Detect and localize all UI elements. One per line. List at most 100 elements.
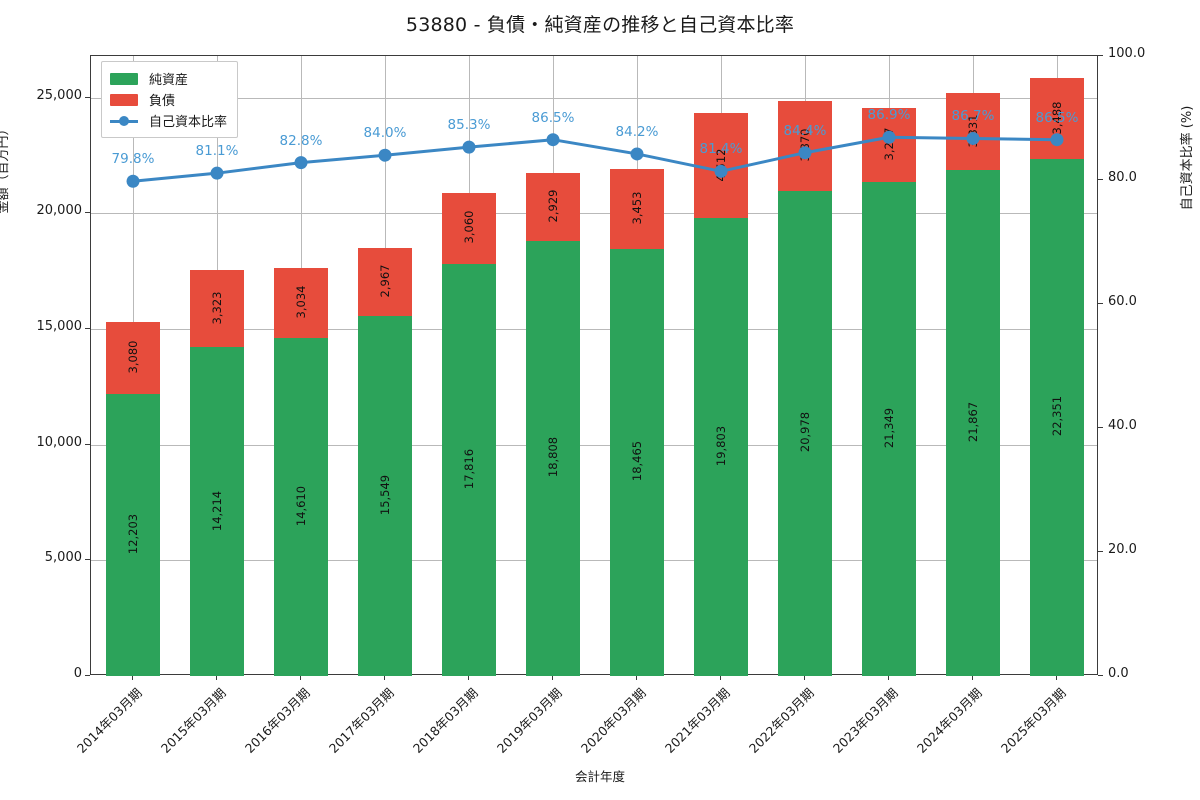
bar-segment-equity[interactable] bbox=[442, 263, 496, 676]
bar-segment-liability[interactable] bbox=[442, 193, 496, 264]
ratio-marker[interactable] bbox=[798, 146, 812, 160]
legend-item-label: 純資産 bbox=[149, 73, 189, 88]
chart-title: 53880 - 負債・純資産の推移と自己資本比率 bbox=[405, 14, 795, 36]
y-tick-label-left: 5,000 bbox=[44, 550, 82, 566]
y-tick-label-left: 0 bbox=[73, 666, 82, 681]
y-tick-label-left: 20,000 bbox=[36, 203, 83, 219]
ratio-marker[interactable] bbox=[378, 148, 392, 162]
ratio-value-label: 85.3% bbox=[447, 117, 491, 134]
bar-segment-equity[interactable] bbox=[526, 240, 580, 676]
x-tick-mark bbox=[216, 675, 217, 680]
ratio-value-label: 82.8% bbox=[279, 132, 323, 149]
bar-segment-equity[interactable] bbox=[610, 248, 664, 676]
bar-segment-liability[interactable] bbox=[610, 168, 664, 249]
gridline-horizontal bbox=[91, 560, 1097, 562]
bar-segment-equity[interactable] bbox=[190, 347, 244, 676]
bar-segment-liability[interactable] bbox=[946, 93, 1000, 171]
ratio-value-label: 84.4% bbox=[783, 122, 827, 139]
y-tick-mark-left bbox=[85, 96, 90, 98]
y-tick-mark-right bbox=[1098, 179, 1103, 180]
y-tick-mark-left bbox=[85, 212, 90, 214]
ratio-marker[interactable] bbox=[546, 133, 560, 147]
bar-segment-equity[interactable] bbox=[274, 338, 328, 676]
bar-segment-liability[interactable] bbox=[190, 270, 244, 348]
legend-line-marker-icon bbox=[110, 115, 138, 127]
ratio-value-label: 86.5% bbox=[1035, 109, 1079, 126]
ratio-marker[interactable] bbox=[1050, 133, 1064, 147]
y-axis-label-left: 金額（百万円） bbox=[0, 122, 11, 214]
bar-segment-liability[interactable] bbox=[778, 101, 832, 191]
x-tick-mark bbox=[552, 675, 553, 680]
ratio-polyline bbox=[132, 135, 1058, 183]
x-tick-mark bbox=[636, 675, 637, 680]
y-tick-label-left: 25,000 bbox=[36, 87, 83, 103]
legend-item-label: 自己資本比率 bbox=[149, 115, 228, 130]
y-tick-mark-right bbox=[1098, 675, 1103, 676]
gridline-horizontal bbox=[91, 213, 1097, 215]
legend-item[interactable]: 自己資本比率 bbox=[110, 110, 227, 131]
y-tick-mark-right bbox=[1098, 55, 1103, 56]
x-tick-mark bbox=[384, 675, 385, 680]
legend-item[interactable]: 負債 bbox=[110, 89, 227, 110]
y-axis-label-right: 自己資本比率 (%) bbox=[1180, 105, 1195, 211]
bar-segment-equity[interactable] bbox=[106, 393, 160, 676]
plot-area: 12,203 3,080 14,214 3,323 14,610 3,034 15,549 2… bbox=[90, 55, 1098, 676]
legend-swatch-icon bbox=[110, 93, 138, 106]
ratio-marker[interactable] bbox=[126, 174, 140, 188]
bar-segment-equity[interactable] bbox=[946, 170, 1000, 676]
y-tick-label-left: 10,000 bbox=[36, 434, 83, 450]
y-tick-mark-left bbox=[85, 559, 90, 561]
ratio-marker[interactable] bbox=[882, 130, 896, 144]
ratio-marker[interactable] bbox=[210, 166, 224, 180]
y-tick-label-right: 80.0 bbox=[1108, 170, 1137, 185]
ratio-marker[interactable] bbox=[294, 156, 308, 170]
x-tick-mark bbox=[720, 675, 721, 680]
y-tick-label-right: 60.0 bbox=[1108, 294, 1137, 309]
bar-segment-equity[interactable] bbox=[358, 316, 412, 676]
bar-segment-liability[interactable] bbox=[358, 247, 412, 317]
x-tick-mark bbox=[132, 675, 133, 680]
bar-segment-liability[interactable] bbox=[526, 173, 580, 241]
legend: 純資産負債自己資本比率 bbox=[101, 61, 239, 138]
y-tick-label-left: 15,000 bbox=[36, 318, 83, 334]
legend-item[interactable]: 純資産 bbox=[110, 68, 227, 89]
bar-segment-liability[interactable] bbox=[274, 267, 328, 338]
ratio-value-label: 81.1% bbox=[195, 143, 239, 160]
ratio-value-label: 79.8% bbox=[111, 151, 155, 168]
x-tick-mark bbox=[300, 675, 301, 680]
ratio-value-label: 84.2% bbox=[615, 123, 659, 140]
bar-segment-equity[interactable] bbox=[862, 182, 916, 676]
x-tick-mark bbox=[1056, 675, 1057, 680]
bar-segment-liability[interactable] bbox=[106, 322, 160, 394]
gridline-horizontal bbox=[91, 328, 1097, 330]
ratio-value-label: 86.9% bbox=[867, 107, 911, 124]
x-tick-mark bbox=[888, 675, 889, 680]
ratio-marker[interactable] bbox=[966, 131, 980, 145]
x-tick-mark bbox=[804, 675, 805, 680]
gridline-horizontal bbox=[91, 444, 1097, 446]
legend-item-label: 負債 bbox=[149, 94, 176, 109]
y-tick-label-right: 40.0 bbox=[1108, 418, 1137, 433]
y-tick-label-right: 20.0 bbox=[1108, 542, 1137, 557]
x-tick-mark bbox=[972, 675, 973, 680]
bar-segment-liability[interactable] bbox=[862, 107, 916, 183]
x-tick-mark bbox=[468, 675, 469, 680]
y-tick-mark-right bbox=[1098, 551, 1103, 552]
y-tick-mark-right bbox=[1098, 303, 1103, 304]
y-tick-mark-left bbox=[85, 675, 90, 676]
ratio-marker[interactable] bbox=[714, 164, 728, 178]
bar-segment-equity[interactable] bbox=[1030, 158, 1084, 676]
ratio-line bbox=[126, 130, 1064, 188]
ratio-value-label: 86.7% bbox=[951, 108, 995, 125]
y-tick-mark-right bbox=[1098, 427, 1103, 428]
bar-segment-equity[interactable] bbox=[694, 217, 748, 676]
x-axis-label: 会計年度 bbox=[574, 769, 625, 784]
ratio-marker[interactable] bbox=[462, 140, 476, 154]
ratio-value-label: 86.5% bbox=[531, 109, 575, 126]
ratio-marker[interactable] bbox=[630, 147, 644, 161]
bar-segment-equity[interactable] bbox=[778, 190, 832, 676]
ratio-value-label: 84.0% bbox=[363, 125, 407, 142]
y-tick-mark-left bbox=[85, 443, 90, 445]
y-tick-label-right: 0.0 bbox=[1108, 666, 1129, 681]
